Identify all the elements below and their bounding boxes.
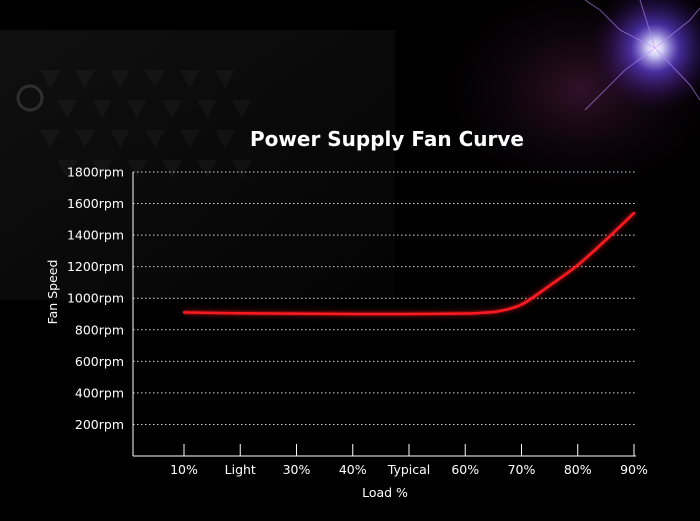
y-tick-label: 400rpm [75, 385, 124, 400]
screw-decoration [16, 84, 44, 112]
triangle-pattern-decoration [40, 70, 252, 178]
y-tick-label: 600rpm [75, 354, 124, 369]
y-axis-title: Fan Speed [45, 260, 60, 325]
y-tick-label: 800rpm [75, 322, 124, 337]
axes [132, 172, 636, 457]
psu-panel-decoration [0, 30, 395, 300]
x-tick-label: 40% [339, 462, 367, 477]
y-tick-label: 1800rpm [67, 165, 124, 180]
y-tick-label: 1600rpm [67, 196, 124, 211]
x-tick-label: 30% [283, 462, 311, 477]
y-tick-labels: 1800rpm 1600rpm 1400rpm 1200rpm 1000rpm 800rp… [67, 165, 124, 432]
x-axis-title: Load % [362, 485, 408, 500]
series [182, 211, 636, 317]
x-tick-labels: 10% Light 30% 40% Typical 60% 70% 80% 90% [170, 462, 648, 477]
y-tick-label: 1000rpm [67, 291, 124, 306]
x-tick-label: 60% [451, 462, 479, 477]
lightning-decoration [584, 0, 700, 111]
y-tick-label: 1200rpm [67, 259, 124, 274]
x-tick-label: 70% [508, 462, 536, 477]
x-tick-label: 80% [564, 462, 592, 477]
y-tick-label: 1400rpm [67, 228, 124, 243]
y-tick-label: 200rpm [75, 417, 124, 432]
x-tick-label: Light [225, 462, 256, 477]
x-tick-label: Typical [387, 462, 431, 477]
x-tick-label: 10% [170, 462, 198, 477]
series-line [182, 211, 636, 316]
chart-title: Power Supply Fan Curve [250, 127, 524, 151]
x-tick-label: 90% [620, 462, 648, 477]
plasma-ball-decoration [585, 0, 700, 118]
